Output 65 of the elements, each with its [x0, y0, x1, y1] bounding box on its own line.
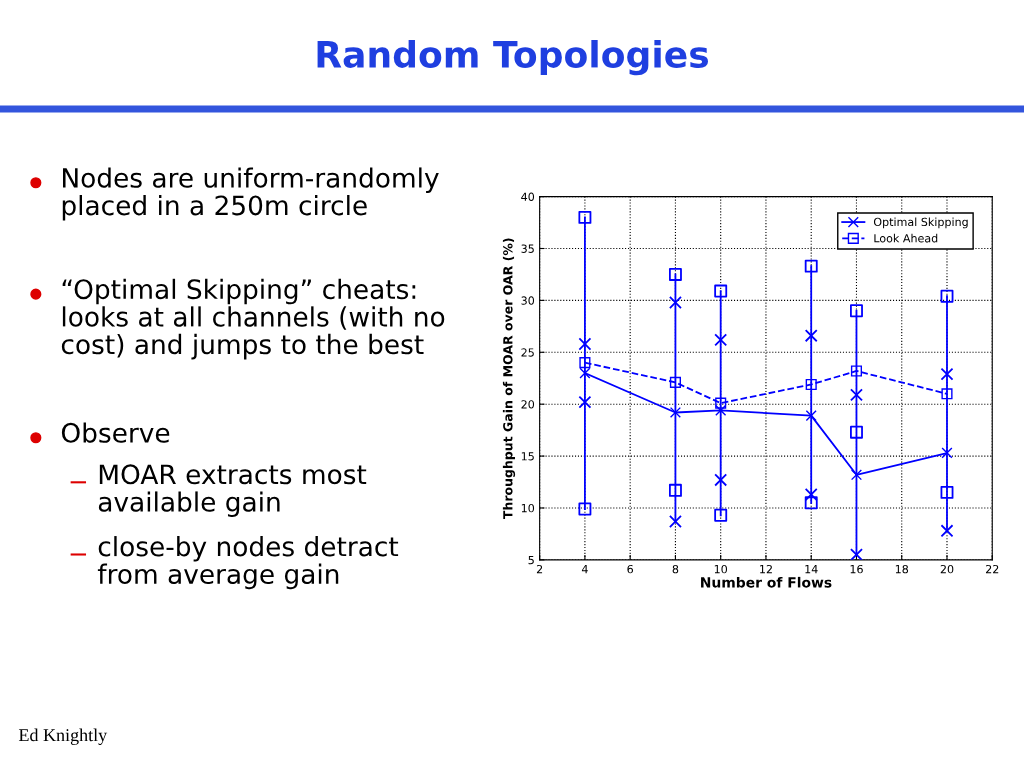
text: “Optimal Skipping” cheats: looks at all channels (with no cost) and jumps to the best [61, 278, 445, 360]
x-tick-label: 10 [714, 564, 728, 574]
y-tick-label: 15 [521, 452, 534, 461]
point [804, 329, 818, 343]
point [668, 483, 682, 497]
point [940, 367, 954, 381]
point [850, 388, 863, 402]
point [578, 502, 592, 516]
point [669, 376, 681, 388]
point [669, 406, 681, 419]
point [714, 333, 728, 347]
x-tick-label: 22 [986, 564, 999, 574]
x-tick-label: 4 [581, 565, 588, 574]
point [715, 397, 727, 409]
text: close-by nodes detract from average gain [97, 536, 399, 590]
point [715, 404, 727, 416]
y-tick-label: 20 [521, 400, 535, 409]
point [940, 485, 954, 499]
x-tick-label: 2 [536, 564, 543, 574]
chart-title: Random Topologies [317, 39, 709, 76]
point [850, 304, 863, 318]
point [714, 508, 728, 522]
point [850, 425, 863, 439]
x-tick-label: 20 [940, 564, 954, 574]
y-tick-label: 30 [521, 296, 535, 305]
point [578, 395, 592, 409]
point [804, 259, 818, 273]
y-axis-title: Throughput Gain of MOAR over OAR (%) [502, 238, 516, 520]
x-tick-label: 8 [672, 564, 679, 574]
point [941, 447, 953, 459]
text: MOAR extracts most available gain [98, 464, 367, 517]
point [850, 469, 863, 481]
x-tick-label: 12 [760, 564, 772, 574]
point [578, 210, 592, 224]
text: Ed Knightly [18, 728, 108, 745]
x-tick-label: 6 [627, 564, 633, 574]
point [579, 367, 591, 379]
point [805, 378, 817, 391]
y-tick-label: 5 [528, 555, 534, 565]
point [941, 388, 953, 400]
point [805, 410, 817, 422]
legend-label: Look Ahead [874, 233, 938, 243]
x-tick-label: 18 [895, 564, 909, 574]
point [714, 473, 728, 487]
x-axis-title: Number of Flows [701, 576, 832, 588]
legend-label: Optimal Skipping [873, 217, 968, 229]
point [668, 296, 682, 309]
text: Observe [61, 422, 170, 443]
y-tick-label: 35 [521, 244, 534, 253]
point [578, 337, 592, 351]
point [714, 284, 728, 298]
y-tick-label: 10 [521, 503, 535, 513]
y-tick-label: 40 [521, 192, 535, 201]
y-tick-label: 25 [521, 348, 534, 357]
x-tick-label: 16 [850, 564, 863, 574]
point [850, 365, 863, 377]
point [804, 496, 818, 510]
point [940, 289, 954, 303]
text: Nodes are uniform-randomly placed in a 250m circle [62, 167, 439, 221]
point [668, 515, 682, 528]
x-tick-label: 14 [805, 565, 818, 574]
point [579, 357, 591, 369]
point [850, 548, 863, 560]
point [940, 524, 954, 538]
point [668, 267, 682, 281]
